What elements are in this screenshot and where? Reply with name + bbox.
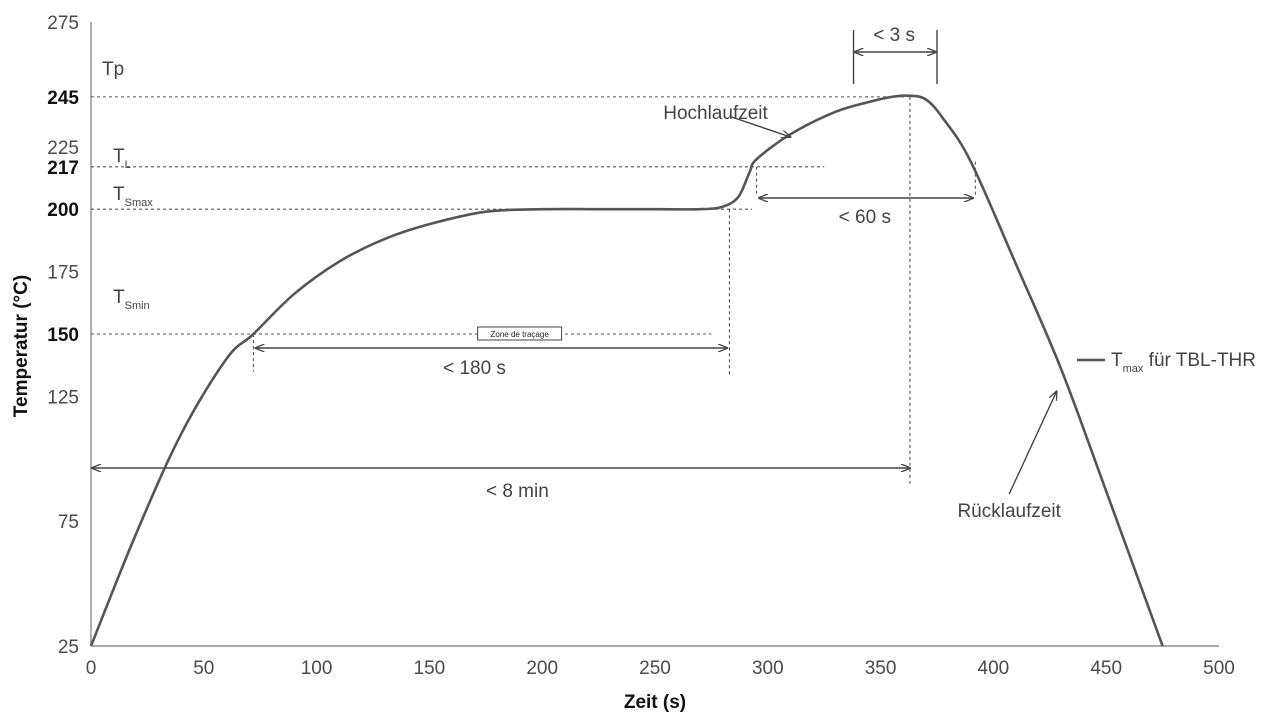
x-tick-label: 300 bbox=[752, 658, 784, 679]
x-axis-title: Zeit (s) bbox=[624, 692, 686, 713]
x-tick-label: 200 bbox=[526, 658, 558, 679]
y-tick-label: 150 bbox=[47, 325, 79, 346]
x-tick-label: 150 bbox=[414, 658, 446, 679]
x-tick-label: 100 bbox=[301, 658, 333, 679]
window-3s-label: < 3 s bbox=[873, 25, 915, 46]
y-tick-label: 275 bbox=[47, 13, 79, 34]
series-layer bbox=[89, 94, 1164, 647]
zone-label-box bbox=[477, 326, 563, 341]
y-tick-label: 245 bbox=[47, 88, 79, 109]
x-tick-label: 400 bbox=[978, 658, 1010, 679]
window-60s-label: < 60 s bbox=[839, 207, 891, 228]
window-8min-label: < 8 min bbox=[486, 481, 549, 502]
ramp-up-label: Hochlaufzeit bbox=[663, 103, 768, 124]
ramp-down-label: Rücklaufzeit bbox=[957, 501, 1061, 522]
zone-label: Zone de traçage bbox=[491, 330, 550, 339]
y-tick-label: 225 bbox=[47, 138, 79, 159]
x-tick-label: 250 bbox=[639, 658, 671, 679]
y-tick-label: 75 bbox=[58, 512, 79, 533]
window-180s-label: < 180 s bbox=[443, 358, 506, 379]
y-tick-label: 175 bbox=[47, 263, 79, 284]
tsmin-label: TSmin bbox=[113, 287, 150, 312]
ramp-up-arrow bbox=[731, 116, 791, 137]
axes: 0 50 100 150 200 250 300 350 400 450 500 25 75 125 150… bbox=[11, 13, 1235, 713]
x-tick-label: 0 bbox=[86, 658, 97, 679]
tsmax-label: TSmax bbox=[113, 184, 153, 209]
tp-label: Tp bbox=[102, 59, 124, 80]
y-axis-title: Temperatur (°C) bbox=[11, 275, 32, 417]
reference-lines: Tp TL TSmax TSmin bbox=[91, 30, 976, 484]
ramp-down-arrow bbox=[1008, 391, 1056, 495]
y-tick-label: 125 bbox=[47, 387, 79, 408]
tl-label: TL bbox=[113, 146, 131, 171]
y-tick-label: 25 bbox=[58, 637, 79, 658]
annotation-labels: Hochlaufzeit Rücklaufzeit Tmax für TBL-THR bbox=[663, 103, 1256, 522]
y-tick-label: 200 bbox=[47, 200, 79, 221]
x-tick-label: 450 bbox=[1090, 658, 1122, 679]
x-tick-label: 50 bbox=[193, 658, 214, 679]
series-line-0 bbox=[89, 94, 1164, 647]
duration-dimensions: < 3 s < 60 s < 180 s < 8 min Zone de traçage bbox=[92, 25, 973, 502]
x-tick-label: 350 bbox=[865, 658, 897, 679]
y-tick-label: 217 bbox=[47, 158, 79, 179]
legend-label: Tmax für TBL-THR bbox=[1111, 350, 1256, 375]
x-tick-label: 500 bbox=[1203, 658, 1235, 679]
